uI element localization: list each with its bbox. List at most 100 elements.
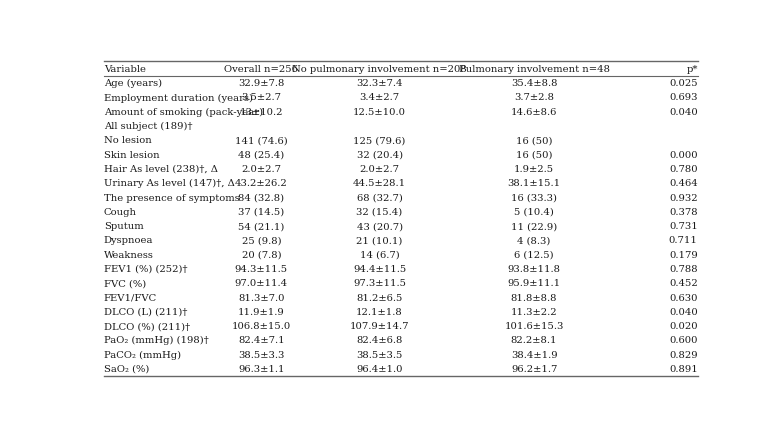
Text: 2.0±2.7: 2.0±2.7 <box>360 164 400 174</box>
Text: p*: p* <box>687 65 698 74</box>
Text: 68 (32.7): 68 (32.7) <box>357 193 403 202</box>
Text: 0.932: 0.932 <box>669 193 698 202</box>
Text: 101.6±15.3: 101.6±15.3 <box>504 322 564 330</box>
Text: 0.630: 0.630 <box>669 293 698 302</box>
Text: 0.000: 0.000 <box>669 150 698 159</box>
Text: The presence of symptoms: The presence of symptoms <box>104 193 239 202</box>
Text: 0.780: 0.780 <box>669 164 698 174</box>
Text: 20 (7.8): 20 (7.8) <box>242 250 282 259</box>
Text: Amount of smoking (pack-year): Amount of smoking (pack-year) <box>104 108 263 117</box>
Text: 16 (33.3): 16 (33.3) <box>511 193 557 202</box>
Text: 81.8±8.8: 81.8±8.8 <box>511 293 558 302</box>
Text: 3.5±2.7: 3.5±2.7 <box>242 93 282 102</box>
Text: Pulmonary involvement n=48: Pulmonary involvement n=48 <box>458 65 610 74</box>
Text: 82.4±6.8: 82.4±6.8 <box>357 335 403 345</box>
Text: 96.4±1.0: 96.4±1.0 <box>357 364 403 373</box>
Text: 16 (50): 16 (50) <box>516 136 552 145</box>
Text: 25 (9.8): 25 (9.8) <box>242 236 282 245</box>
Text: 84 (32.8): 84 (32.8) <box>239 193 285 202</box>
Text: 95.9±11.1: 95.9±11.1 <box>508 279 561 288</box>
Text: 12.5±10.0: 12.5±10.0 <box>353 108 406 116</box>
Text: 14.6±8.6: 14.6±8.6 <box>511 108 558 116</box>
Text: 32.9±7.8: 32.9±7.8 <box>239 79 285 88</box>
Text: 38.4±1.9: 38.4±1.9 <box>511 350 558 359</box>
Text: 5 (10.4): 5 (10.4) <box>515 207 554 216</box>
Text: 96.2±1.7: 96.2±1.7 <box>511 364 558 373</box>
Text: PaCO₂ (mmHg): PaCO₂ (mmHg) <box>104 350 181 359</box>
Text: 4 (8.3): 4 (8.3) <box>518 236 551 245</box>
Text: Cough: Cough <box>104 207 137 216</box>
Text: 43.2±26.2: 43.2±26.2 <box>235 179 288 188</box>
Text: 38.5±3.3: 38.5±3.3 <box>239 350 285 359</box>
Text: 0.891: 0.891 <box>669 364 698 373</box>
Text: 38.1±15.1: 38.1±15.1 <box>508 179 561 188</box>
Text: 3.7±2.8: 3.7±2.8 <box>514 93 554 102</box>
Text: 0.025: 0.025 <box>669 79 698 88</box>
Text: 94.3±11.5: 94.3±11.5 <box>235 264 288 273</box>
Text: 3.4±2.7: 3.4±2.7 <box>360 93 400 102</box>
Text: 0.020: 0.020 <box>669 322 698 330</box>
Text: 0.711: 0.711 <box>669 236 698 245</box>
Text: 54 (21.1): 54 (21.1) <box>239 222 285 230</box>
Text: DLCO (L) (211)†: DLCO (L) (211)† <box>104 307 187 316</box>
Text: 32 (15.4): 32 (15.4) <box>357 207 403 216</box>
Text: 82.2±8.1: 82.2±8.1 <box>511 335 558 345</box>
Text: FVC (%): FVC (%) <box>104 279 146 288</box>
Text: 0.179: 0.179 <box>669 250 698 259</box>
Text: 141 (74.6): 141 (74.6) <box>235 136 288 145</box>
Text: 11.3±2.2: 11.3±2.2 <box>511 307 558 316</box>
Text: 2.0±2.7: 2.0±2.7 <box>242 164 282 174</box>
Text: All subject (189)†: All subject (189)† <box>104 122 192 131</box>
Text: 97.3±11.5: 97.3±11.5 <box>353 279 406 288</box>
Text: No pulmonary involvement n=208: No pulmonary involvement n=208 <box>292 65 467 74</box>
Text: Variable: Variable <box>104 65 145 74</box>
Text: 0.829: 0.829 <box>669 350 698 359</box>
Text: 32 (20.4): 32 (20.4) <box>357 150 403 159</box>
Text: 32.3±7.4: 32.3±7.4 <box>357 79 403 88</box>
Text: Sputum: Sputum <box>104 222 144 230</box>
Text: 1.9±2.5: 1.9±2.5 <box>514 164 554 174</box>
Text: 48 (25.4): 48 (25.4) <box>239 150 285 159</box>
Text: 97.0±11.4: 97.0±11.4 <box>235 279 288 288</box>
Text: 125 (79.6): 125 (79.6) <box>353 136 406 145</box>
Text: 81.3±7.0: 81.3±7.0 <box>239 293 285 302</box>
Text: 6 (12.5): 6 (12.5) <box>515 250 554 259</box>
Text: 0.040: 0.040 <box>669 307 698 316</box>
Text: Hair As level (238)†, Δ: Hair As level (238)†, Δ <box>104 164 218 174</box>
Text: 82.4±7.1: 82.4±7.1 <box>238 335 285 345</box>
Text: Urinary As level (147)†, Δ: Urinary As level (147)†, Δ <box>104 179 235 188</box>
Text: 81.2±6.5: 81.2±6.5 <box>357 293 403 302</box>
Text: SaO₂ (%): SaO₂ (%) <box>104 364 149 373</box>
Text: 14 (6.7): 14 (6.7) <box>360 250 400 259</box>
Text: Weakness: Weakness <box>104 250 154 259</box>
Text: Overall n=256: Overall n=256 <box>224 65 298 74</box>
Text: 93.8±11.8: 93.8±11.8 <box>508 264 561 273</box>
Text: 37 (14.5): 37 (14.5) <box>239 207 285 216</box>
Text: 0.452: 0.452 <box>669 279 698 288</box>
Text: PaO₂ (mmHg) (198)†: PaO₂ (mmHg) (198)† <box>104 335 209 345</box>
Text: 13±10.2: 13±10.2 <box>239 108 283 116</box>
Text: 0.788: 0.788 <box>669 264 698 273</box>
Text: Age (years): Age (years) <box>104 79 162 88</box>
Text: 107.9±14.7: 107.9±14.7 <box>350 322 409 330</box>
Text: 96.3±1.1: 96.3±1.1 <box>239 364 285 373</box>
Text: FEV1/FVC: FEV1/FVC <box>104 293 157 302</box>
Text: 0.600: 0.600 <box>669 335 698 345</box>
Text: DLCO (%) (211)†: DLCO (%) (211)† <box>104 322 190 330</box>
Text: 21 (10.1): 21 (10.1) <box>357 236 403 245</box>
Text: 44.5±28.1: 44.5±28.1 <box>353 179 406 188</box>
Text: 11 (22.9): 11 (22.9) <box>511 222 558 230</box>
Text: 35.4±8.8: 35.4±8.8 <box>511 79 558 88</box>
Text: 0.464: 0.464 <box>669 179 698 188</box>
Text: 12.1±1.8: 12.1±1.8 <box>356 307 403 316</box>
Text: Skin lesion: Skin lesion <box>104 150 160 159</box>
Text: 43 (20.7): 43 (20.7) <box>357 222 403 230</box>
Text: 0.040: 0.040 <box>669 108 698 116</box>
Text: 0.378: 0.378 <box>669 207 698 216</box>
Text: 38.5±3.5: 38.5±3.5 <box>357 350 403 359</box>
Text: Dyspnoea: Dyspnoea <box>104 236 153 245</box>
Text: 0.731: 0.731 <box>669 222 698 230</box>
Text: 0.693: 0.693 <box>669 93 698 102</box>
Text: FEV1 (%) (252)†: FEV1 (%) (252)† <box>104 264 188 273</box>
Text: 94.4±11.5: 94.4±11.5 <box>353 264 406 273</box>
